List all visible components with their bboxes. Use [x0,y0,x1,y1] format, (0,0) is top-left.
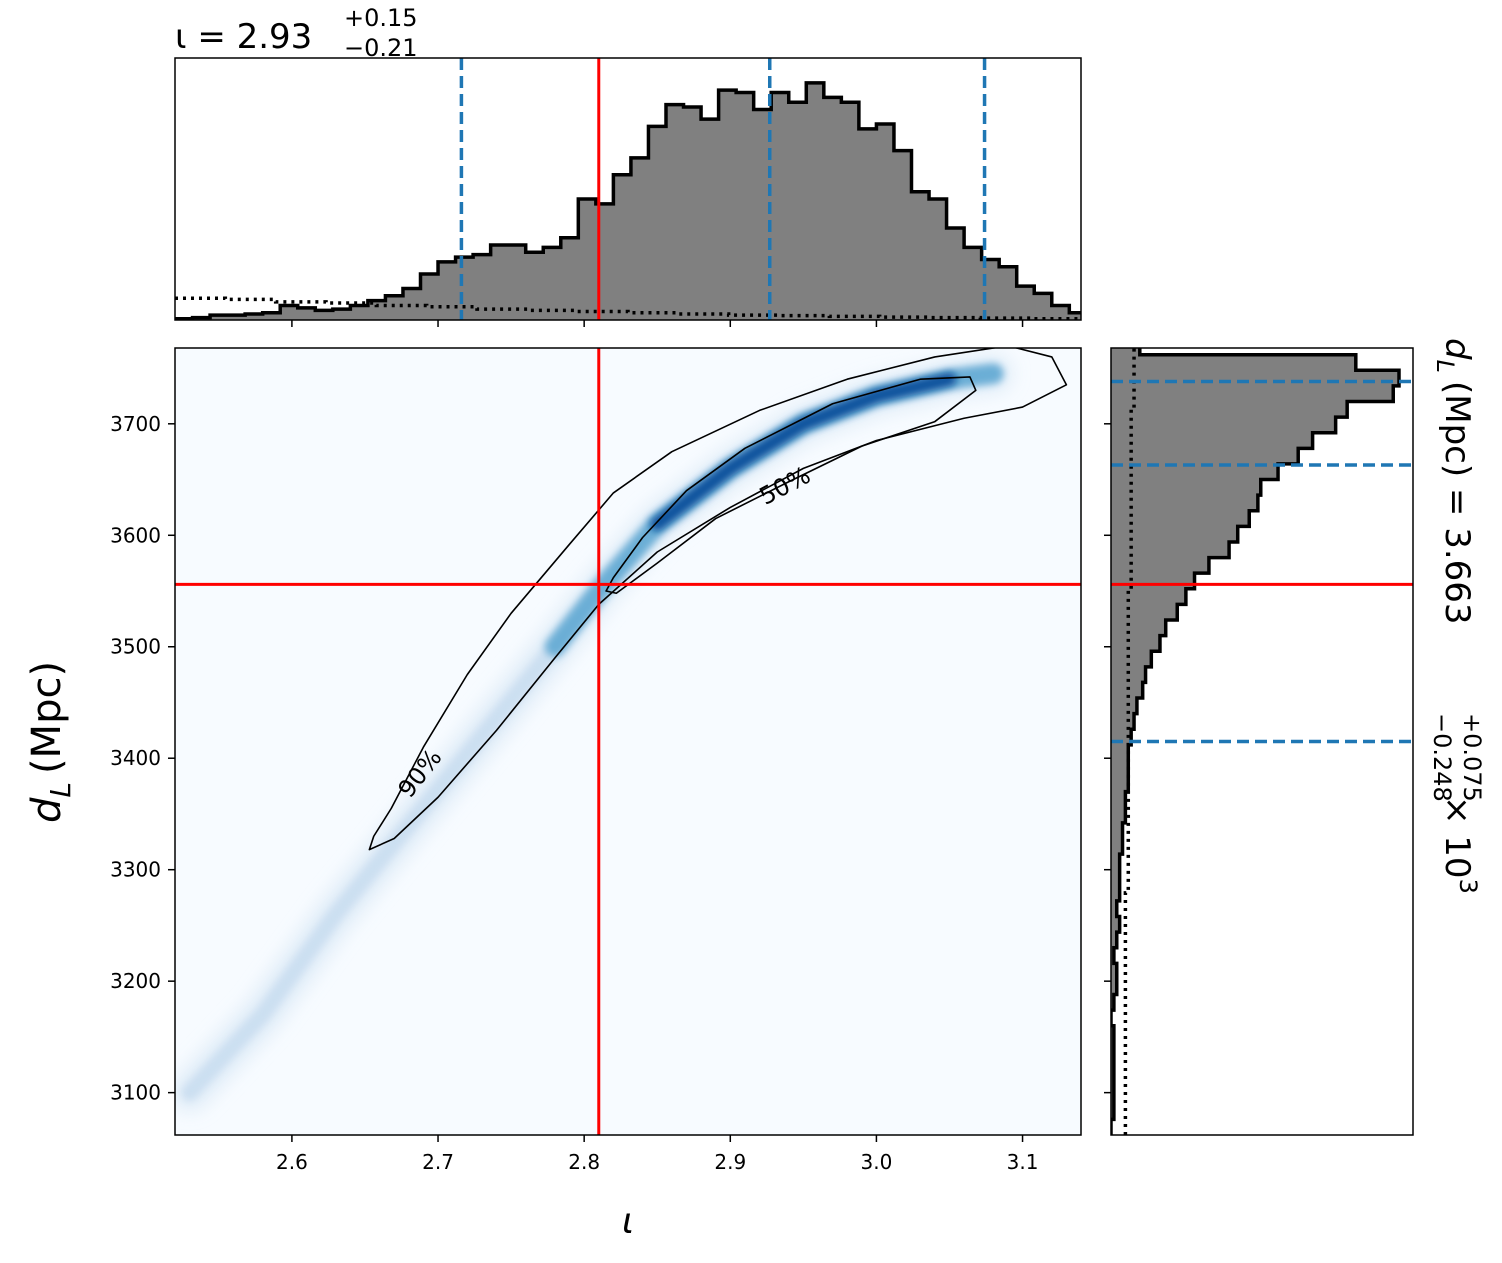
svg-text:dL(Mpc): dL(Mpc) [24,661,77,823]
x-tick-label-1: 2.7 [422,1150,454,1174]
dL-summary-upper-error: +0.075 [1458,713,1486,802]
dL-histogram-outline [1111,348,1401,1135]
iota-summary-upper-error: +0.15 [344,4,418,32]
joint-density-panel: 90%50% 2.6 2.7 2.8 2.9 3.0 3.1310032003300340… [24,347,1082,1242]
svg-text:dL(Mpc) = 3.663: dL(Mpc) = 3.663 [1431,338,1477,625]
svg-text:× 103: × 103 [1437,796,1482,894]
iota-histogram-panel: ι = 2.93 +0.15 −0.21 [174,4,1082,327]
dL-summary-lower-error: −0.248 [1428,713,1456,802]
y-axis-label: dL(Mpc) [24,661,77,823]
heatmap-background [175,348,1081,1135]
y-tick-label-6: 3700 [110,412,161,436]
density-peak [650,372,957,532]
iota-histogram-frame [174,57,1082,321]
y-tick-label-5: 3600 [110,523,161,547]
dL-histogram-frame [1110,347,1414,1136]
y-tick-label-1: 3200 [110,969,161,993]
dL-summary-label: dL(Mpc) = 3.663 +0.075 −0.248 × 103 [1428,338,1486,894]
dL-prior-dotted-line [1123,348,1136,1135]
iota-prior-dotted-line [175,296,1081,320]
x-tick-label-2: 2.8 [568,1150,600,1174]
iota-histogram-fill [175,82,1081,320]
joint-density-frame [174,347,1082,1136]
iota-summary-lower-error: −0.21 [344,34,418,62]
contour-90-line [368,348,1068,851]
dL-histogram-panel: dL(Mpc) = 3.663 +0.075 −0.248 × 103 [1104,338,1486,1136]
y-tick-label-0: 3100 [110,1081,161,1105]
x-tick-label-4: 3.0 [861,1150,893,1174]
iota-histogram-outline [175,81,1081,320]
x-tick-label-5: 3.1 [1007,1150,1039,1174]
x-axis-label: ι [622,1201,634,1242]
iota-summary-title: ι = 2.93 [175,17,312,57]
y-tick-label-4: 3500 [110,635,161,659]
x-tick-label-0: 2.6 [276,1150,308,1174]
y-tick-label-2: 3300 [110,858,161,882]
dL-histogram-fill [1111,348,1399,1135]
contour-50-line [605,376,977,595]
x-tick-label-3: 2.9 [714,1150,746,1174]
y-tick-label-3: 3400 [110,746,161,770]
